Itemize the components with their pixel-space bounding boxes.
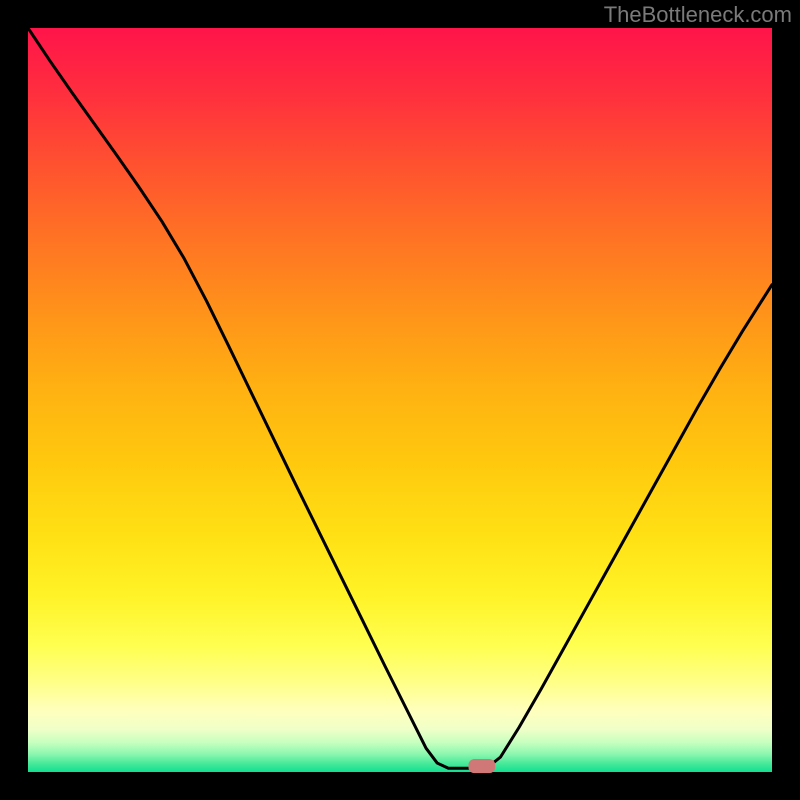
chart-plot-background — [28, 28, 772, 772]
watermark-text: TheBottleneck.com — [604, 2, 792, 28]
optimal-marker — [468, 759, 495, 773]
bottleneck-curve-chart — [0, 0, 800, 800]
